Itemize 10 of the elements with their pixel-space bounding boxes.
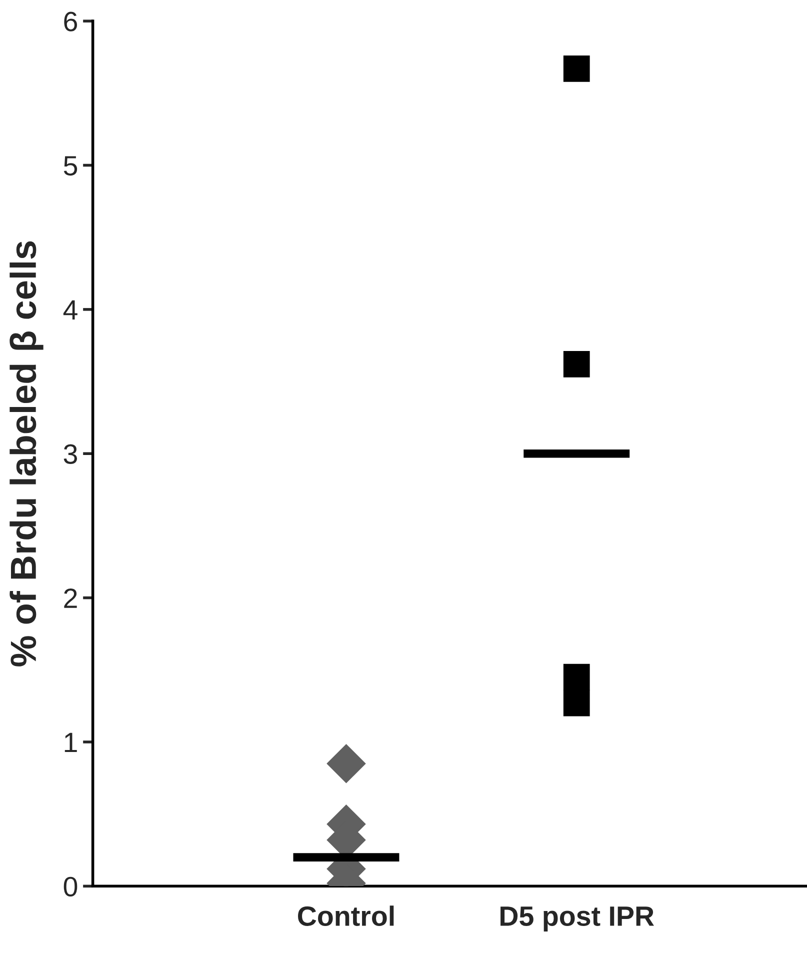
x-tick-label: D5 post IPR xyxy=(500,906,654,932)
y-tick-label: 0 xyxy=(64,876,78,896)
y-tick-label: 4 xyxy=(63,300,78,320)
y-tick-label: 5 xyxy=(64,156,78,176)
y-axis-title: % of Brdu labeled β cells xyxy=(10,241,44,666)
y-tick-label: 1 xyxy=(64,732,77,752)
y-tick-label: 6 xyxy=(64,12,77,32)
y-tick-label: 3 xyxy=(64,444,77,464)
y-tick-label: 2 xyxy=(64,588,77,608)
x-tick-label: Control xyxy=(298,906,394,926)
